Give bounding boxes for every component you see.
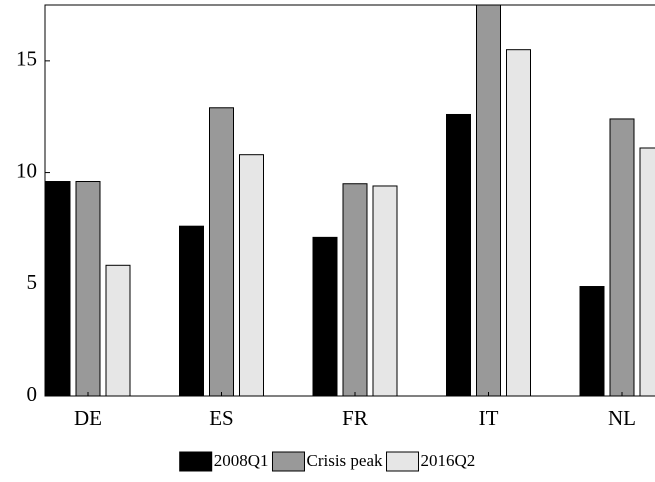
x-tick-label: ES [209,406,234,430]
legend-label: 2016Q2 [421,451,476,470]
y-tick-label: 15 [16,47,37,71]
legend-swatch [271,451,305,472]
y-tick-label: 10 [16,158,37,182]
legend-label: 2008Q1 [214,451,269,470]
bar [45,181,71,397]
bar [476,5,501,397]
x-tick-label: FR [342,406,368,430]
bar [609,118,635,397]
axes: 0 5 10 15 DE ES FR IT NL [16,4,655,430]
bar [239,154,264,397]
bar [639,147,655,397]
bar [179,225,204,397]
bar [209,107,234,397]
legend-swatch [179,451,213,472]
bar [342,183,368,397]
legend-swatch [386,451,420,472]
bar [579,286,605,397]
y-tick-label: 0 [27,382,38,406]
y-tick-label: 5 [27,270,38,294]
x-tick-label: IT [479,406,499,430]
legend-label: Crisis peak [306,451,383,470]
bar [446,113,471,397]
axes-frame [44,4,655,397]
bar [75,181,101,397]
bar [105,264,131,397]
bar [506,49,531,397]
bar [312,236,338,397]
x-tick-label: NL [608,406,636,430]
plot-area [45,5,655,397]
bar [372,185,398,397]
x-tick-label: DE [74,406,102,430]
legend: 2008Q1 Crisis peak 2016Q2 [179,451,476,472]
